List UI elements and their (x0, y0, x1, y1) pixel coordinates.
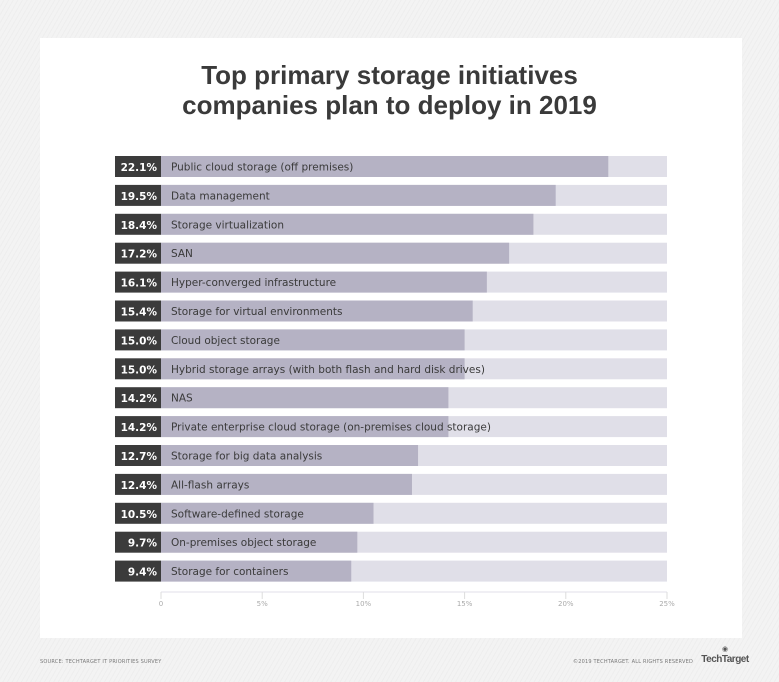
value-label-box (115, 329, 161, 351)
category-label: Public cloud storage (off premises) (171, 162, 353, 174)
value-label-box (115, 531, 161, 553)
x-tick-label: 20% (558, 600, 574, 608)
value-label-box (115, 242, 161, 264)
bar (161, 560, 352, 582)
value-label: 14.2% (121, 393, 158, 405)
chart-title: Top primary storage initiatives companie… (0, 60, 779, 120)
bar (161, 387, 449, 409)
category-label: Private enterprise cloud storage (on-pre… (171, 422, 491, 434)
value-label-box (115, 300, 161, 322)
category-label: Storage virtualization (171, 219, 284, 231)
value-label: 10.5% (121, 509, 158, 521)
bar (161, 445, 419, 466)
bar (161, 329, 465, 351)
value-label: 22.1% (121, 162, 158, 174)
bar (161, 416, 449, 438)
category-label: Data management (171, 190, 270, 202)
value-label-box (115, 473, 161, 495)
category-label: Cloud object storage (171, 335, 280, 347)
x-tick-label: 25% (659, 600, 675, 608)
value-label-box (115, 445, 161, 466)
source-note: SOURCE: TECHTARGET IT PRIORITIES SURVEY (40, 659, 162, 665)
bar (161, 531, 358, 553)
value-label: 9.7% (128, 538, 158, 550)
category-label: Storage for big data analysis (171, 451, 322, 463)
value-label-box (115, 387, 161, 409)
bar (161, 184, 556, 206)
category-label: Hybrid storage arrays (with both flash a… (171, 364, 485, 376)
copyright-note: ©2019 TECHTARGET. ALL RIGHTS RESERVED (573, 659, 693, 665)
bar (161, 156, 609, 177)
value-label: 12.7% (121, 451, 158, 463)
value-label: 16.1% (121, 278, 158, 290)
bar (161, 502, 374, 524)
title-line-2: companies plan to deploy in 2019 (182, 90, 597, 120)
bar (161, 300, 473, 322)
value-label-box (115, 156, 161, 177)
category-label: On-premises object storage (171, 537, 316, 549)
bar (161, 213, 534, 235)
value-label: 17.2% (121, 249, 158, 261)
category-label: SAN (171, 248, 193, 260)
value-label: 18.4% (121, 220, 158, 232)
x-tick-label: 10% (356, 600, 372, 608)
x-tick-label: 15% (457, 600, 473, 608)
value-label-box (115, 213, 161, 235)
x-tick-label: 0 (159, 600, 163, 608)
bar (161, 473, 412, 495)
logo-icon: ◉ (721, 646, 729, 653)
value-label: 15.4% (121, 307, 158, 319)
techtarget-logo: ◉ TechTarget (700, 646, 750, 665)
value-label: 19.5% (121, 191, 158, 203)
title-line-1: Top primary storage initiatives (201, 60, 578, 90)
value-label-box (115, 502, 161, 524)
bar (161, 271, 487, 293)
value-label: 14.2% (121, 422, 158, 434)
category-label: Hyper-converged infrastructure (171, 277, 336, 289)
value-label-box (115, 416, 161, 438)
value-label-box (115, 184, 161, 206)
value-label: 9.4% (128, 567, 158, 579)
logo-text: TechTarget (701, 654, 749, 665)
value-label: 15.0% (121, 364, 158, 376)
value-label: 15.0% (121, 335, 158, 347)
value-label: 12.4% (121, 480, 158, 492)
x-tick-label: 5% (257, 600, 268, 608)
bar (161, 358, 465, 380)
value-label-box (115, 560, 161, 582)
category-label: Storage for virtual environments (171, 306, 342, 318)
bar (161, 242, 510, 264)
value-label-box (115, 271, 161, 293)
value-label-box (115, 358, 161, 380)
category-label: Storage for containers (171, 566, 288, 578)
category-label: Software-defined storage (171, 508, 304, 520)
category-label: NAS (171, 393, 193, 405)
category-label: All-flash arrays (171, 479, 249, 491)
